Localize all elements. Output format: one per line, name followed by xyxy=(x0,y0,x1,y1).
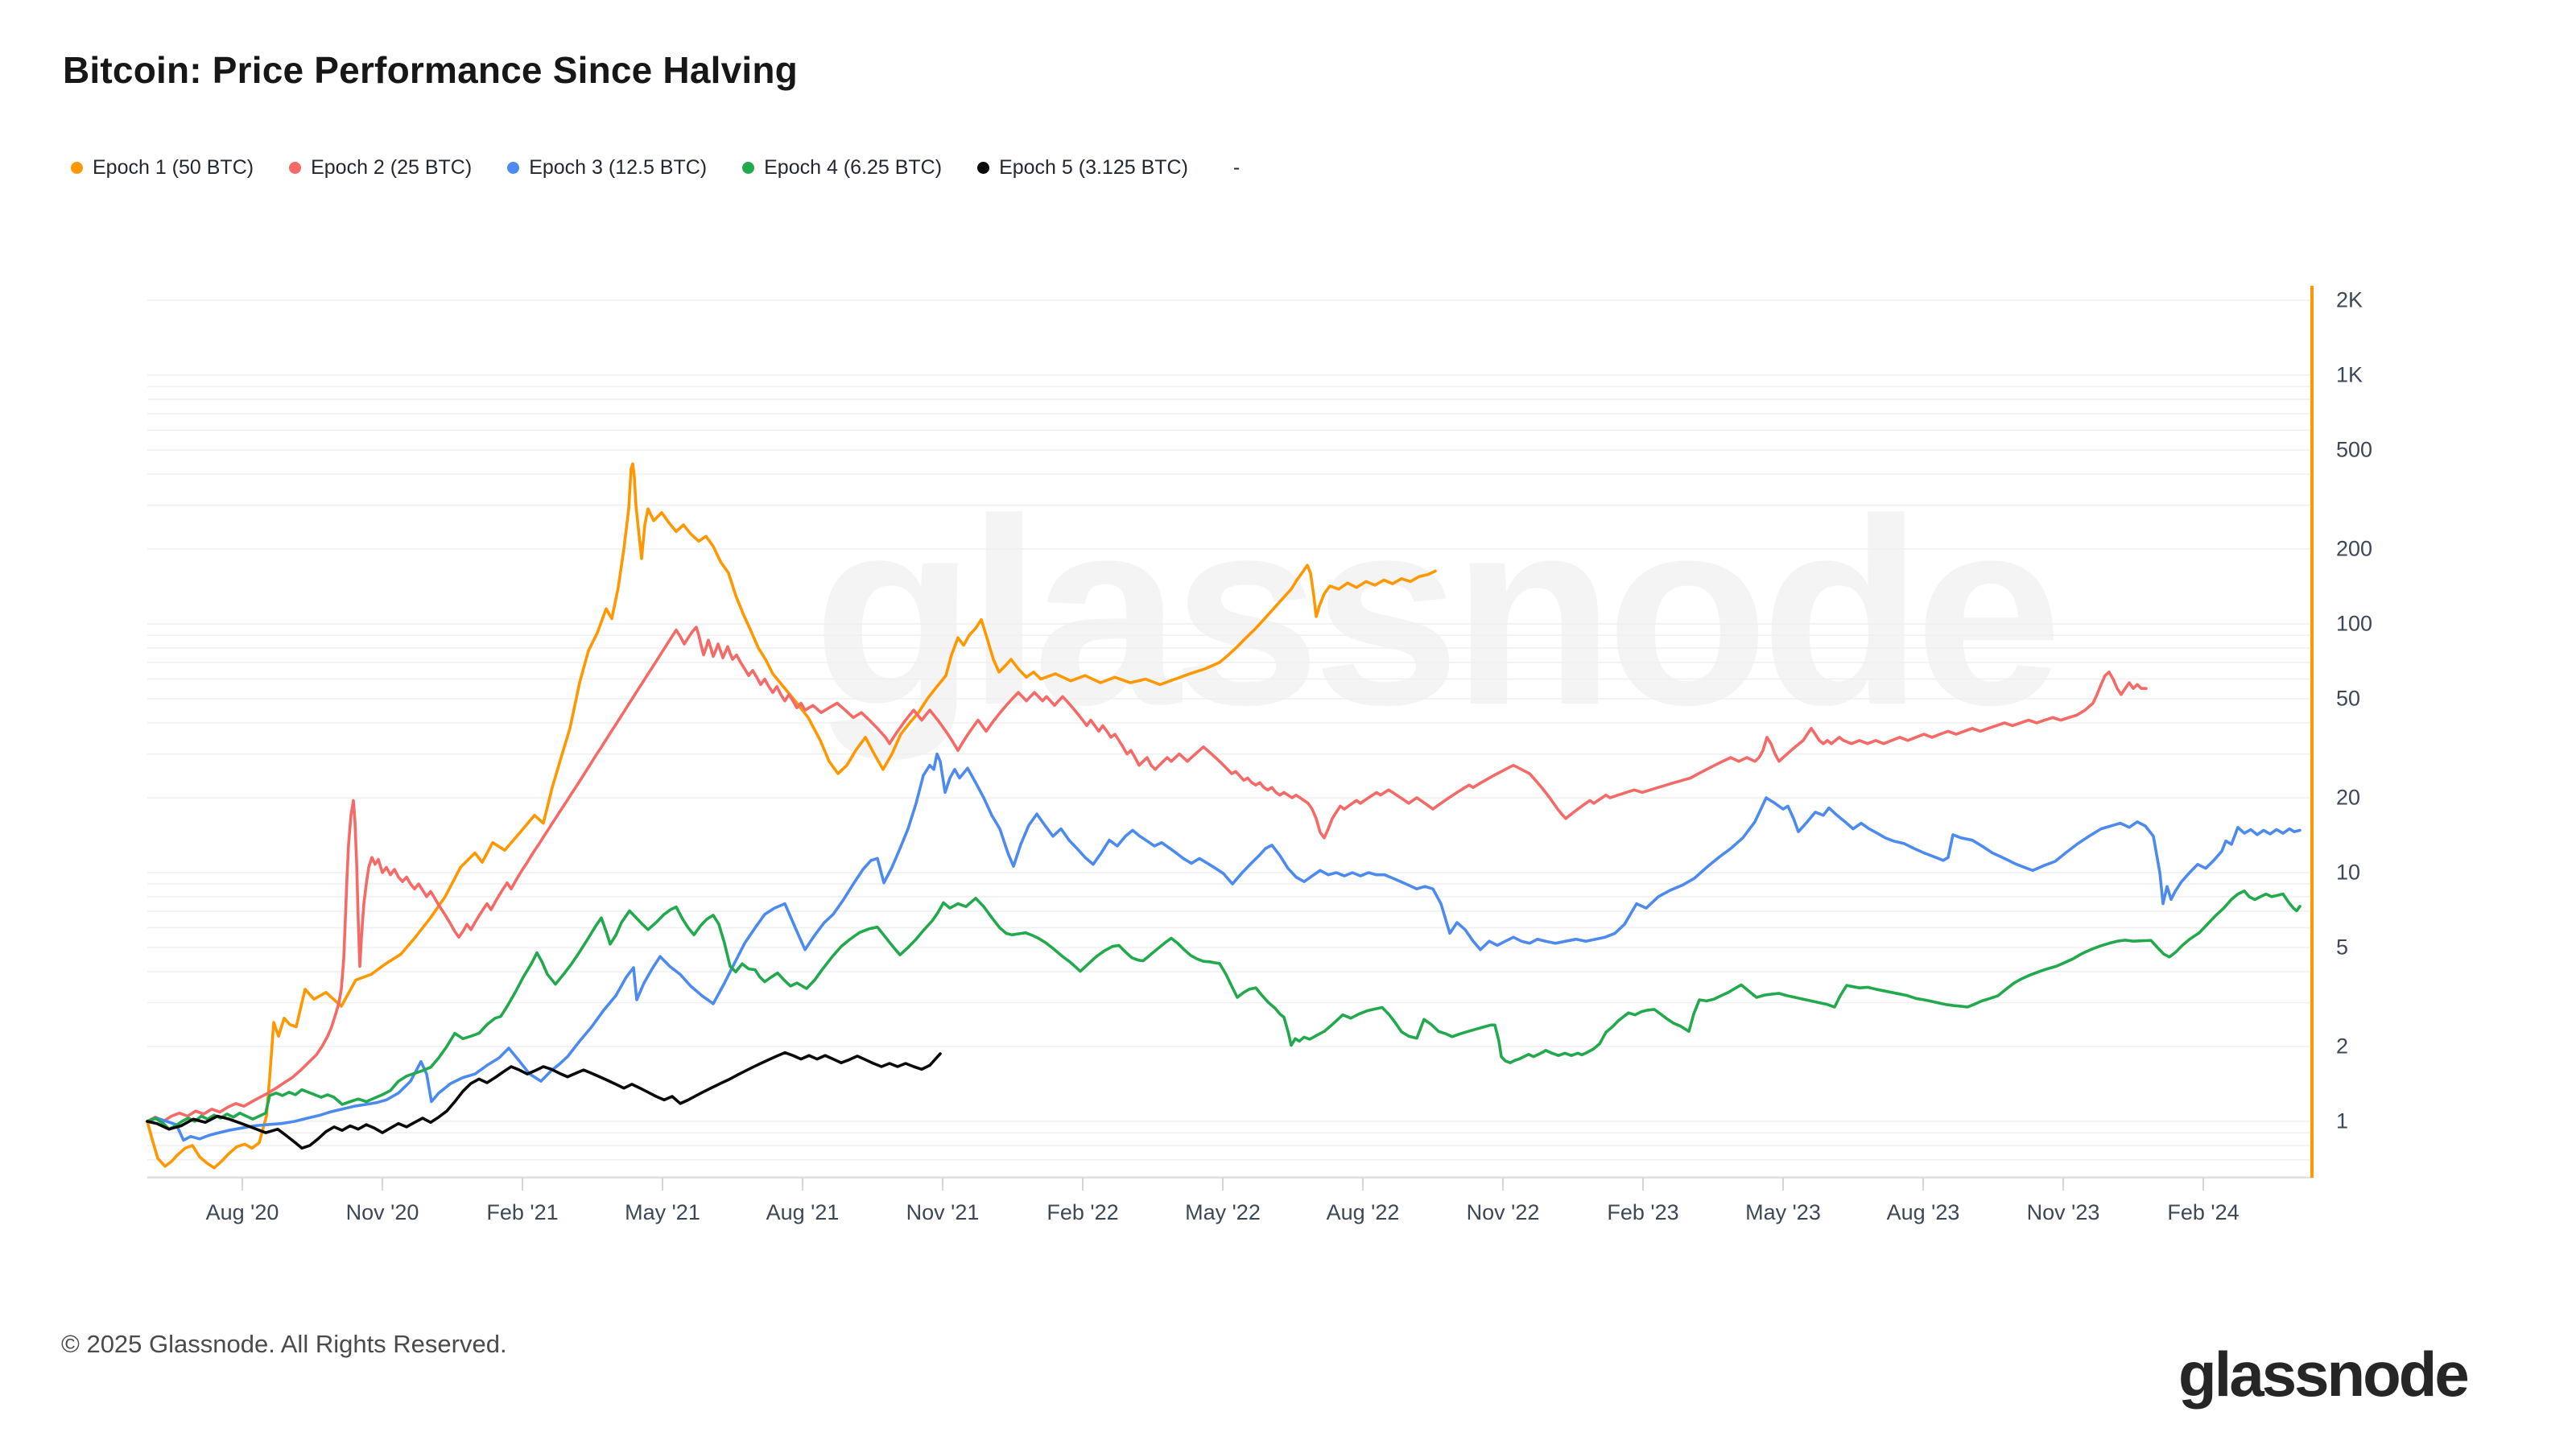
x-axis-label-8: Aug '22 xyxy=(1326,1200,1400,1224)
y-axis-label-500: 500 xyxy=(2336,437,2373,462)
x-axis-label-1: Nov '20 xyxy=(345,1200,419,1224)
y-axis-label-1: 1 xyxy=(2336,1108,2349,1133)
glassnode-logo[interactable]: glassnode xyxy=(2178,1339,2470,1410)
series-line-epoch-5 xyxy=(146,1051,942,1150)
legend-dot-epoch-2 xyxy=(289,162,302,174)
x-axis-label-3: May '21 xyxy=(625,1200,700,1224)
x-axis-label-10: Feb '23 xyxy=(1607,1200,1679,1224)
y-axis-label-20: 20 xyxy=(2336,785,2361,810)
y-axis-label-200: 200 xyxy=(2336,536,2373,561)
legend-label-epoch-1: Epoch 1 (50 BTC) xyxy=(93,156,254,179)
x-axis-label-7: May '22 xyxy=(1185,1200,1261,1224)
y-axis-label-5: 5 xyxy=(2336,935,2349,960)
legend-label-epoch-3: Epoch 3 (12.5 BTC) xyxy=(529,156,708,179)
page-title: Bitcoin: Price Performance Since Halving xyxy=(63,49,798,91)
legend-dot-epoch-5 xyxy=(977,162,990,174)
y-axis-label-1K: 1K xyxy=(2336,362,2363,387)
legend-dot-epoch-4 xyxy=(742,162,755,174)
copyright-text: © 2025 Glassnode. All Rights Reserved. xyxy=(61,1330,507,1358)
legend-item-epoch-4[interactable]: Epoch 4 (6.25 BTC) xyxy=(742,156,942,180)
series-line-epoch-4 xyxy=(146,890,2301,1131)
glassnode-watermark: glassnode xyxy=(813,463,2062,760)
x-axis-label-5: Nov '21 xyxy=(906,1200,980,1224)
legend-label-epoch-5: Epoch 5 (3.125 BTC) xyxy=(999,156,1188,179)
legend-label-epoch-4: Epoch 4 (6.25 BTC) xyxy=(764,156,943,179)
legend-dot-epoch-3 xyxy=(507,162,520,174)
x-axis-label-6: Feb '22 xyxy=(1046,1200,1119,1224)
legend-dash: - xyxy=(1232,156,1241,179)
chart-legend: Epoch 1 (50 BTC) Epoch 2 (25 BTC) Epoch 3 … xyxy=(71,156,1240,180)
y-axis-label-10: 10 xyxy=(2336,860,2361,885)
x-axis-label-2: Feb '21 xyxy=(486,1200,559,1224)
legend-dot-epoch-1 xyxy=(71,162,83,174)
x-axis-label-14: Feb '24 xyxy=(2167,1200,2240,1224)
y-axis-label-50: 50 xyxy=(2336,686,2361,711)
legend-label-epoch-2: Epoch 2 (25 BTC) xyxy=(311,156,473,179)
x-axis-label-11: May '23 xyxy=(1745,1200,1821,1224)
x-axis-label-4: Aug '21 xyxy=(766,1200,840,1224)
legend-item-epoch-2[interactable]: Epoch 2 (25 BTC) xyxy=(289,156,472,180)
series-line-epoch-2 xyxy=(146,625,2148,1123)
y-axis-label-100: 100 xyxy=(2336,611,2373,636)
series-line-epoch-3 xyxy=(146,752,2301,1142)
x-axis-label-0: Aug '20 xyxy=(205,1200,279,1224)
series-line-epoch-1 xyxy=(146,462,1437,1170)
y-axis-label-2K: 2K xyxy=(2336,287,2363,312)
y-axis-label-2: 2 xyxy=(2336,1034,2349,1059)
x-axis-label-13: Nov '23 xyxy=(2026,1200,2100,1224)
legend-item-epoch-5[interactable]: Epoch 5 (3.125 BTC) xyxy=(977,156,1188,180)
legend-item-epoch-3[interactable]: Epoch 3 (12.5 BTC) xyxy=(507,156,707,180)
x-axis-label-9: Nov '22 xyxy=(1466,1200,1540,1224)
legend-item-epoch-1[interactable]: Epoch 1 (50 BTC) xyxy=(71,156,254,180)
x-axis-label-12: Aug '23 xyxy=(1886,1200,1960,1224)
